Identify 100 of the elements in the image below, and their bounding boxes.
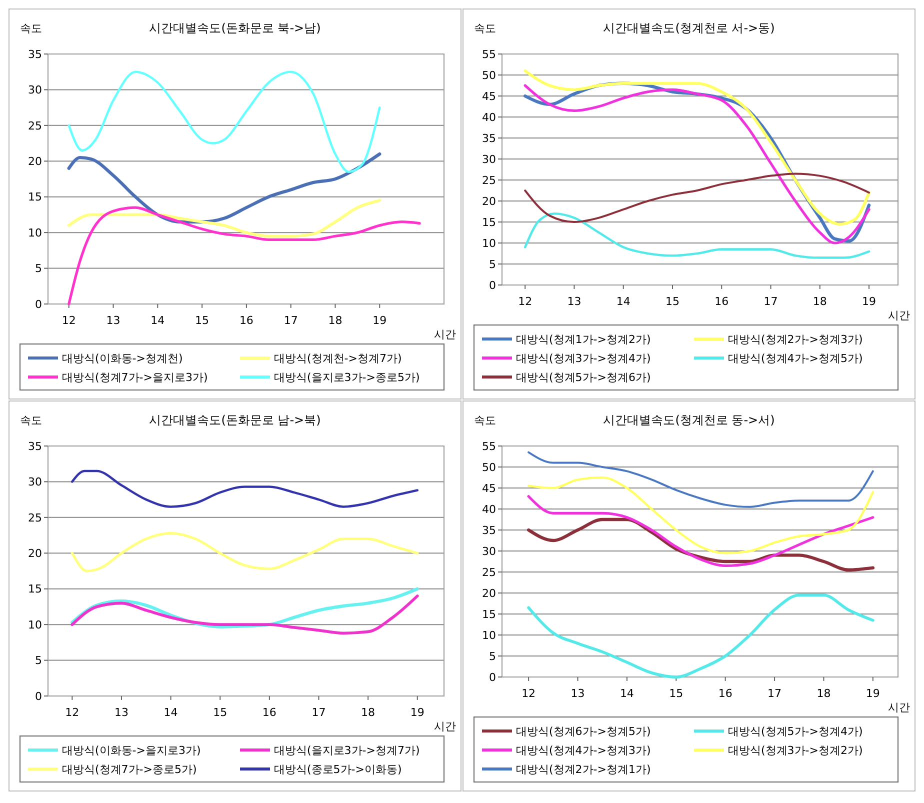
x-tick-label: 17 bbox=[764, 295, 778, 308]
legend-label: 대방식(청계천->청계7가) bbox=[274, 352, 402, 365]
y-tick-label: 15 bbox=[482, 216, 496, 229]
y-tick-label: 55 bbox=[482, 48, 496, 61]
chart-title: 시간대별속도(청계천로 서->동) bbox=[603, 21, 775, 35]
x-tick-label: 14 bbox=[164, 706, 178, 719]
x-tick-label: 18 bbox=[812, 295, 827, 308]
y-tick-label: 10 bbox=[482, 628, 496, 642]
y-tick-label: 45 bbox=[482, 482, 496, 495]
line-series bbox=[527, 476, 874, 554]
y-tick-label: 20 bbox=[482, 194, 496, 208]
y-tick-label: 35 bbox=[28, 440, 42, 453]
legend-label: 대방식(이화동->청계천) bbox=[62, 352, 183, 365]
y-tick-label: 50 bbox=[482, 68, 496, 82]
y-tick-label: 20 bbox=[482, 586, 496, 600]
x-tick-label: 15 bbox=[195, 314, 210, 327]
y-tick-label: 10 bbox=[28, 618, 42, 632]
y-axis-title: 속도 bbox=[474, 414, 496, 427]
x-tick-label: 19 bbox=[866, 687, 880, 700]
x-tick-label: 16 bbox=[262, 706, 276, 719]
y-tick-label: 40 bbox=[482, 110, 496, 124]
y-tick-label: 20 bbox=[28, 546, 42, 560]
legend-label: 대방식(청계2가->청계3가) bbox=[728, 332, 863, 346]
x-tick-label: 17 bbox=[312, 706, 326, 719]
line-series bbox=[524, 69, 870, 226]
line-series bbox=[68, 70, 381, 174]
x-tick-label: 16 bbox=[718, 687, 732, 700]
y-tick-label: 35 bbox=[482, 524, 496, 537]
x-tick-label: 15 bbox=[213, 706, 228, 719]
line-series bbox=[528, 451, 874, 508]
legend-label: 대방식(이화동->을지로3가) bbox=[62, 744, 201, 757]
y-tick-label: 50 bbox=[482, 460, 496, 474]
line-series bbox=[524, 172, 870, 223]
x-tick-label: 16 bbox=[239, 314, 254, 327]
y-tick-label: 30 bbox=[28, 84, 42, 97]
y-tick-label: 0 bbox=[35, 298, 42, 311]
x-axis-title: 시간 bbox=[434, 328, 456, 341]
y-axis-title: 속도 bbox=[20, 22, 42, 35]
y-tick-label: 5 bbox=[489, 258, 496, 271]
y-axis-title: 속도 bbox=[20, 414, 42, 427]
x-tick-label: 18 bbox=[361, 706, 376, 719]
x-tick-label: 19 bbox=[372, 314, 387, 327]
legend-label: 대방식(청계4가->청계5가) bbox=[728, 352, 863, 365]
x-tick-label: 13 bbox=[114, 706, 128, 719]
x-tick-label: 15 bbox=[669, 687, 684, 700]
y-tick-label: 10 bbox=[482, 236, 496, 250]
y-tick-label: 55 bbox=[482, 440, 496, 453]
y-tick-label: 35 bbox=[28, 48, 42, 61]
y-tick-label: 25 bbox=[482, 566, 496, 579]
x-tick-label: 16 bbox=[714, 295, 729, 308]
y-tick-label: 30 bbox=[482, 152, 496, 166]
legend-label: 대방식(청계3가->청계4가) bbox=[516, 352, 651, 365]
y-tick-label: 5 bbox=[489, 650, 496, 663]
y-tick-label: 15 bbox=[28, 582, 42, 596]
y-tick-label: 40 bbox=[482, 502, 496, 516]
y-tick-label: 10 bbox=[28, 226, 42, 240]
chart-title: 시간대별속도(돈화문로 남->북) bbox=[149, 413, 321, 427]
line-series bbox=[527, 495, 874, 567]
x-axis-title: 시간 bbox=[888, 701, 910, 714]
legend-label: 대방식(청계5가->청계4가) bbox=[728, 724, 863, 738]
line-series bbox=[67, 198, 382, 238]
y-axis-title: 속도 bbox=[474, 22, 496, 35]
line-series bbox=[71, 470, 419, 508]
line-series bbox=[70, 532, 419, 572]
line-series bbox=[524, 212, 870, 259]
y-tick-label: 45 bbox=[482, 90, 496, 103]
y-tick-label: 35 bbox=[482, 132, 496, 145]
y-tick-label: 15 bbox=[482, 608, 496, 621]
legend-label: 대방식(종로5가->이화동) bbox=[274, 762, 402, 776]
x-tick-label: 13 bbox=[570, 687, 585, 700]
legend-label: 대방식(을지로3가->종로5가) bbox=[274, 370, 420, 384]
x-tick-label: 12 bbox=[65, 706, 80, 719]
y-tick-label: 25 bbox=[482, 174, 496, 187]
legend-label: 대방식(청계3가->청계2가) bbox=[728, 744, 863, 757]
x-tick-label: 14 bbox=[616, 295, 630, 308]
legend-label: 대방식(청계4가->청계3가) bbox=[516, 744, 651, 757]
x-tick-label: 17 bbox=[284, 314, 298, 327]
y-tick-label: 5 bbox=[35, 654, 42, 668]
legend-label: 대방식(청계7가->을지로3가) bbox=[62, 370, 208, 384]
x-axis-title: 시간 bbox=[888, 309, 910, 322]
x-tick-label: 12 bbox=[518, 295, 532, 308]
legend-label: 대방식(청계2가->청계1가) bbox=[516, 762, 651, 776]
x-tick-label: 19 bbox=[410, 706, 424, 719]
y-tick-label: 15 bbox=[28, 190, 42, 204]
chart-title: 시간대별속도(돈화문로 북->남) bbox=[149, 21, 321, 35]
legend-label: 대방식(청계7가->종로5가) bbox=[62, 762, 197, 776]
y-tick-label: 30 bbox=[482, 544, 496, 558]
x-tick-label: 14 bbox=[620, 687, 634, 700]
y-tick-label: 0 bbox=[489, 278, 496, 292]
line-series bbox=[68, 206, 421, 306]
y-tick-label: 20 bbox=[28, 154, 42, 168]
chart-title: 시간대별속도(청계천로 동->서) bbox=[603, 413, 775, 427]
legend-label: 대방식(을지로3가->청계7가) bbox=[274, 744, 420, 757]
line-series bbox=[70, 594, 419, 635]
y-tick-label: 5 bbox=[35, 262, 42, 276]
x-tick-label: 13 bbox=[106, 314, 120, 327]
legend-label: 대방식(청계5가->청계6가) bbox=[516, 370, 651, 384]
x-tick-label: 14 bbox=[150, 314, 165, 327]
y-tick-label: 30 bbox=[28, 476, 42, 489]
legend-label: 대방식(청계1가->청계2가) bbox=[516, 332, 651, 346]
